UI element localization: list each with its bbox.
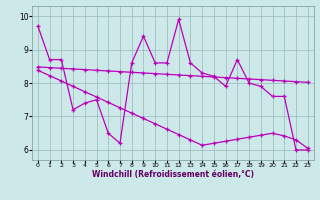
X-axis label: Windchill (Refroidissement éolien,°C): Windchill (Refroidissement éolien,°C): [92, 170, 254, 179]
